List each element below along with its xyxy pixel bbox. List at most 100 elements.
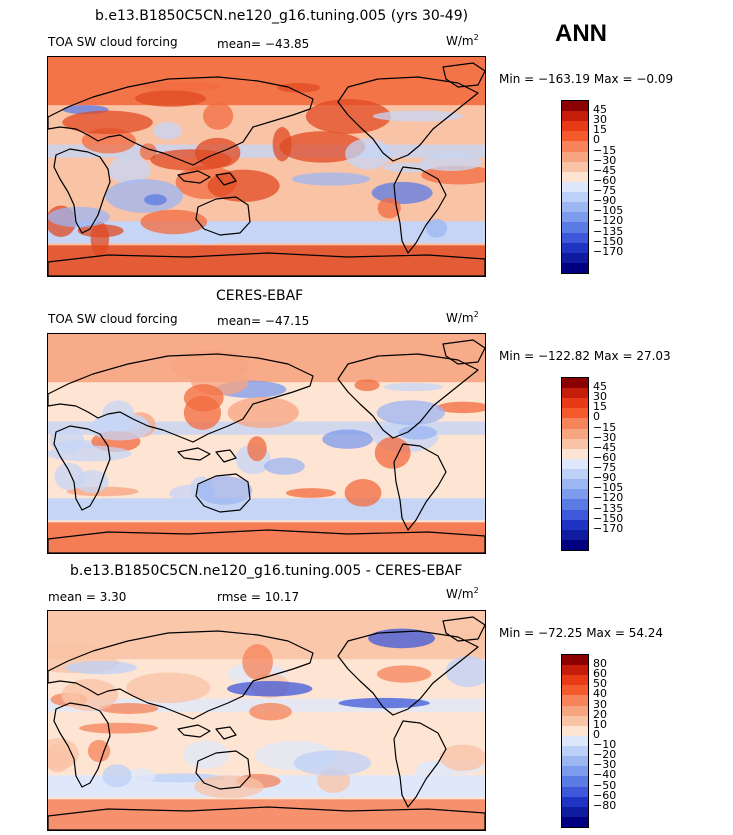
colorbar-tick-label: −60 [593,173,617,187]
colorbar-tick-label: 15 [593,400,607,414]
colorbar-swatch [562,705,588,717]
colorbar-swatch [562,756,588,767]
coastline [215,172,237,186]
field-band [48,57,485,106]
colorbar-swatch [562,816,588,828]
field-blob [368,628,436,649]
coastline [393,720,447,808]
field-blob [93,412,148,432]
field-blob [126,672,211,704]
colorbar-swatch [562,222,588,234]
field-blob [285,488,336,498]
coastline [215,726,237,740]
colorbar-tick-label: −80 [593,798,617,812]
panel3-map [47,610,486,831]
colorbar-swatch [562,428,588,440]
colorbar-swatch [562,141,588,153]
field-blob [54,462,85,491]
field-blob [48,505,103,514]
field-blob [227,396,299,429]
coastline [53,425,111,511]
colorbar-tick-label: −135 [593,224,624,238]
colorbar-swatch [562,715,588,727]
panel1-field-label: TOA SW cloud forcing [48,35,178,49]
colorbar-tick-label: −15 [593,143,617,157]
coastline [337,630,479,716]
coastline [393,166,447,254]
colorbar-tick-label: 30 [593,113,607,127]
field-blob [425,218,448,238]
colorbar-swatch [562,242,588,254]
field-blob [338,697,430,709]
panel2-field-label: TOA SW cloud forcing [48,312,178,326]
colorbar-tick-label: 0 [593,133,600,147]
field-blob [376,665,432,683]
coastline [442,616,485,642]
field-blob [383,382,444,392]
panel3-mean: mean = 3.30 [48,590,127,604]
colorbar-tick-label: 50 [593,677,607,691]
field-blob [102,764,132,788]
field-blob [207,169,280,202]
field-blob [377,197,401,219]
field-blob [459,630,485,654]
panel3-rmse: rmse = 10.17 [217,590,300,604]
colorbar-swatch [562,458,588,470]
coastline [177,170,211,184]
coastline [215,449,237,463]
colorbar-tick-label: 10 [593,717,607,731]
colorbar-tick-label: −135 [593,501,624,515]
colorbar-swatch [562,151,588,163]
colorbar-swatch [562,121,588,132]
colorbar-tick-label: −45 [593,440,617,454]
colorbar-tick-label: −75 [593,184,617,198]
colorbar-tick-label: −170 [593,244,624,258]
colorbar-swatch [562,202,588,213]
map-field [48,334,485,553]
colorbar-swatch [562,786,588,798]
field-blob [79,722,158,734]
field-blob [344,479,382,507]
colorbar-swatch [562,509,588,521]
field-band [48,522,485,553]
map-field [48,57,485,276]
field-blob [374,436,411,469]
field-blob [293,750,372,776]
field-blob [107,155,151,184]
colorbar-tick-label: 45 [593,380,607,394]
colorbar-tick-label: −30 [593,430,617,444]
panel1-map [47,56,486,277]
panel3-minmax: Min = −72.25 Max = 54.24 [499,626,664,640]
colorbar-tick-label: −150 [593,511,624,525]
colorbar-swatch [562,212,588,223]
coastline [48,353,314,443]
colorbar-tick-label: −105 [593,481,624,495]
panel2-minmax: Min = −122.82 Max = 27.03 [499,349,671,363]
colorbar-swatch [562,725,588,737]
coastline [177,447,211,461]
map-field [48,611,485,830]
coastline [48,806,485,830]
field-blob [322,429,373,449]
colorbar-swatch [562,685,588,696]
field-blob [81,128,136,154]
coastline [177,724,211,738]
field-blob [48,206,110,228]
colorbar-tick-label: −90 [593,471,617,485]
colorbar-swatch [562,529,588,541]
coastline [195,196,251,236]
panel2-mean: mean= −47.15 [217,314,310,328]
colorbar-tick-label: −60 [593,450,617,464]
field-blob [291,172,371,186]
panel1-colorbar [561,100,589,274]
colorbar-swatch [562,252,588,264]
colorbar-tick-label: 30 [593,390,607,404]
colorbar-swatch [562,232,588,244]
colorbar-swatch [562,131,588,142]
colorbar-swatch [562,408,588,419]
panel1-unit: W/m2 [446,33,479,48]
field-blob [249,702,292,721]
field-blob [62,110,153,135]
coastline [195,473,251,513]
colorbar-tick-label: −40 [593,768,617,782]
